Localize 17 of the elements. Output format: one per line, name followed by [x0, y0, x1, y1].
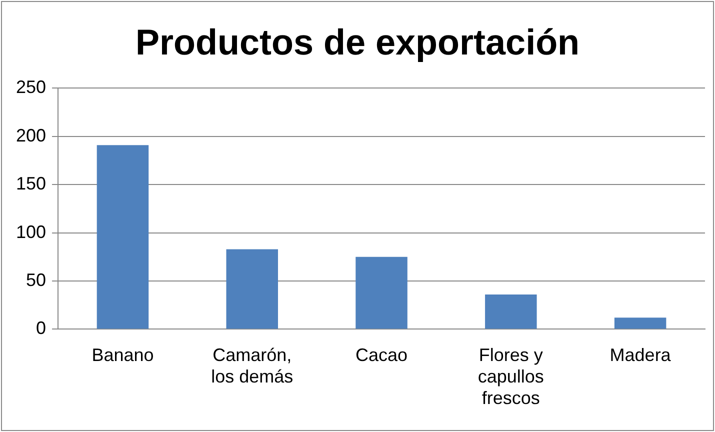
chart-title: Productos de exportación: [135, 22, 580, 63]
y-tick-label: 100: [16, 222, 46, 242]
x-tick-label: Madera: [610, 344, 672, 365]
x-tick-label: Flores y capullos frescos: [478, 344, 544, 408]
bar: [226, 249, 278, 329]
y-tick-label: 0: [36, 318, 46, 338]
y-tick-label: 150: [16, 174, 46, 194]
bar: [485, 294, 537, 329]
bar: [614, 318, 666, 329]
y-tick-label: 250: [16, 77, 46, 98]
x-tick-label: Camarón, los demás: [211, 344, 294, 387]
y-tick-label: 50: [26, 270, 46, 290]
x-tick-label: Banano: [92, 344, 154, 365]
x-tick-label: Cacao: [356, 344, 408, 365]
y-tick-label: 200: [16, 125, 46, 146]
bar: [356, 256, 408, 329]
bar: [96, 145, 149, 329]
